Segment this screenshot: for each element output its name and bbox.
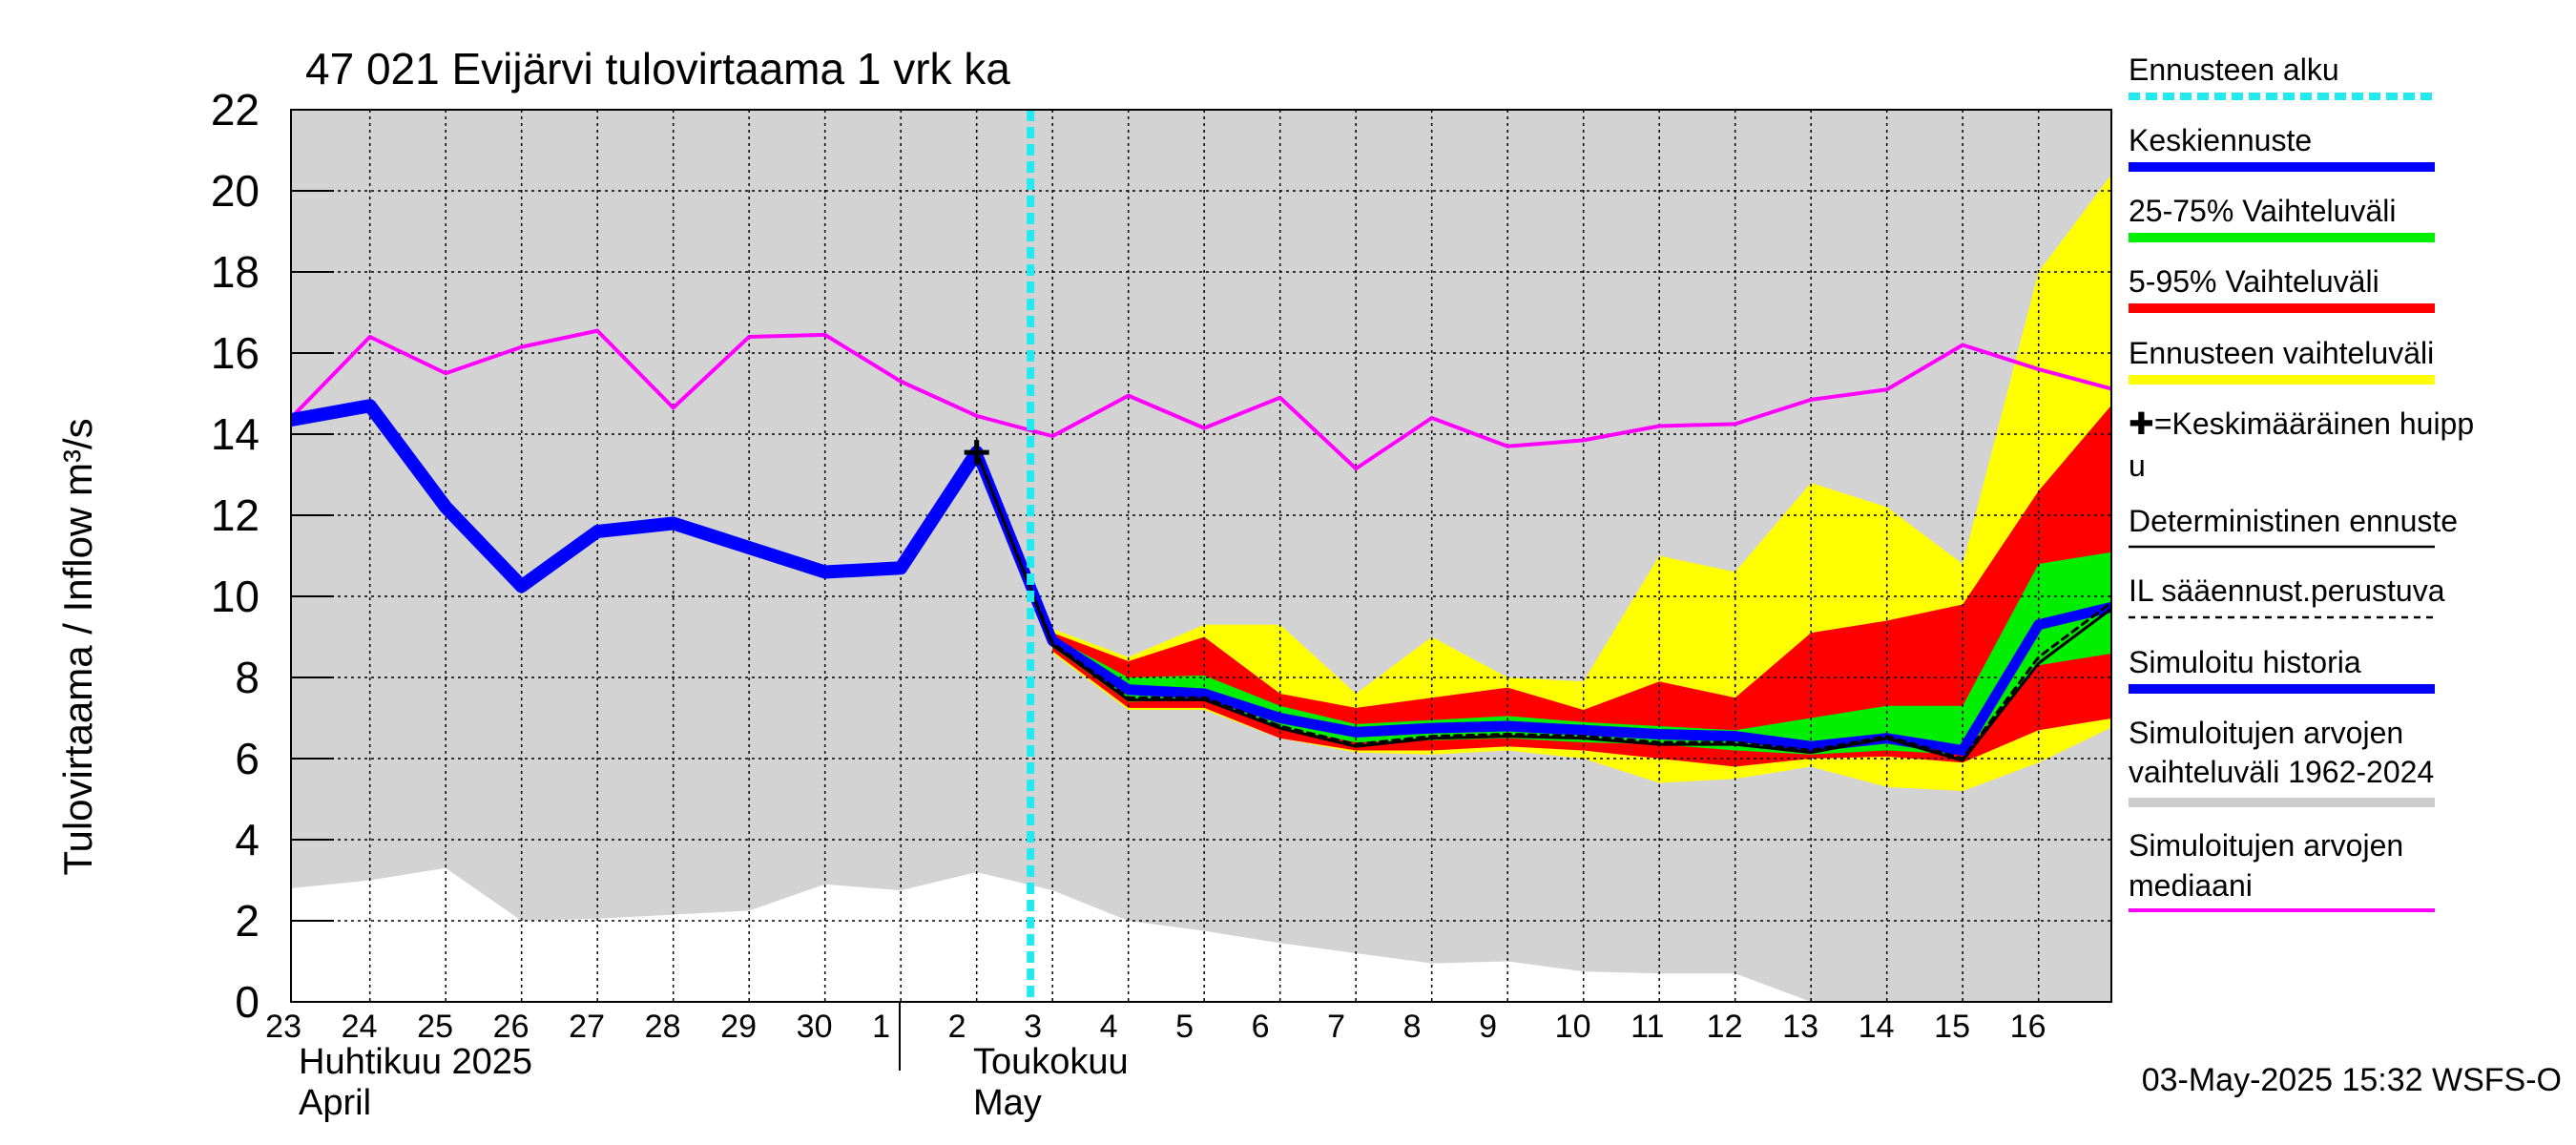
x-tick-label: 9 [1479, 1009, 1497, 1045]
x-tick-label: 12 [1707, 1009, 1743, 1045]
legend-item: Ennusteen alku [2129, 52, 2435, 100]
y-tick-label: 8 [235, 653, 260, 702]
legend-item: Simuloitujen arvojen vaihteluväli 1962-20… [2129, 716, 2435, 807]
legend-item: Simuloitu historia [2129, 645, 2435, 694]
legend-label: Keskiennuste [2129, 123, 2312, 157]
legend-label: Ennusteen vaihteluväli [2129, 336, 2434, 370]
y-tick-label: 6 [235, 734, 260, 783]
y-tick-label: 14 [211, 409, 260, 459]
mean-forecast-line [971, 447, 2111, 756]
x-tick-label: 3 [1024, 1009, 1042, 1045]
legend: Ennusteen alku Keskiennuste 25-75% Vaihtel… [2129, 52, 2474, 912]
month-label-en: April [299, 1083, 371, 1123]
plot-area [291, 110, 2111, 1002]
x-tick-label: 10 [1555, 1009, 1591, 1045]
chart-title: 47 021 Evijärvi tulovirtaama 1 vrk ka [305, 44, 1010, 94]
x-tick-label: 30 [797, 1009, 833, 1045]
x-tick-label: 5 [1175, 1009, 1194, 1045]
il-forecast-line [975, 450, 2111, 760]
x-tick-label: 8 [1403, 1009, 1422, 1045]
month-label-fi: Toukokuu [973, 1042, 1129, 1082]
plot-frame [290, 109, 2112, 1003]
x-tick-label: 27 [569, 1009, 605, 1045]
legend-label: Ennusteen alku [2129, 52, 2339, 87]
x-tick-label: 24 [342, 1009, 378, 1045]
x-tick-label: 7 [1327, 1009, 1345, 1045]
legend-label: 5-95% Vaihteluväli [2129, 264, 2379, 299]
x-tick-label: 4 [1100, 1009, 1118, 1045]
x-tick-label: 28 [645, 1009, 681, 1045]
legend-label-2: vaihteluväli 1962-2024 [2129, 755, 2434, 789]
p5-95-band [1052, 405, 2111, 767]
legend-item: IL sääennust.perustuva [2129, 573, 2445, 619]
legend-item: Keskiennuste [2129, 123, 2435, 172]
legend-label: Simuloitujen arvojen [2129, 716, 2403, 750]
legend-label: 25-75% Vaihteluväli [2129, 194, 2396, 228]
x-tick-label: 26 [493, 1009, 530, 1045]
month-label-en: May [973, 1083, 1042, 1123]
x-tick-label: 29 [720, 1009, 757, 1045]
x-tick-label: 6 [1252, 1009, 1270, 1045]
peak-marker [964, 440, 989, 466]
legend-label-2: mediaani [2129, 868, 2253, 903]
y-tick-label: 16 [211, 328, 260, 378]
legend-item: Simuloitujen arvojen mediaani [2129, 828, 2435, 912]
legend-label: Simuloitu historia [2129, 645, 2361, 679]
y-tick-label: 20 [211, 166, 260, 216]
x-tick-label: 16 [2010, 1009, 2046, 1045]
legend-item: Deterministinen ennuste [2129, 504, 2458, 549]
legend-label: Simuloitujen arvojen [2129, 828, 2403, 863]
y-axis-label: Tulovirtaama / Inflow m³/s [55, 418, 100, 875]
x-tick-label: 1 [872, 1009, 890, 1045]
x-tick-label: 11 [1631, 1009, 1664, 1045]
y-tick-label: 18 [211, 247, 260, 297]
y-tick-label: 12 [211, 490, 260, 540]
legend-item: 5-95% Vaihteluväli [2129, 264, 2435, 313]
footer-timestamp: 03-May-2025 15:32 WSFS-O [2142, 1062, 2562, 1098]
legend-label: ✚=Keskimääräinen huipp [2129, 406, 2474, 441]
x-tick-label: 14 [1859, 1009, 1895, 1045]
legend-label: Deterministinen ennuste [2129, 504, 2458, 538]
y-tick-label: 2 [235, 896, 260, 946]
x-tick-label: 23 [265, 1009, 301, 1045]
legend-label: IL sääennust.perustuva [2129, 573, 2445, 608]
simulated-history-line [291, 399, 984, 593]
x-tick-label: 25 [417, 1009, 453, 1045]
month-label-fi: Huhtikuu 2025 [299, 1042, 532, 1082]
x-tick-label: 15 [1934, 1009, 1970, 1045]
median-line [291, 328, 2111, 471]
y-tick-label: 4 [235, 815, 260, 864]
legend-item: 25-75% Vaihteluväli [2129, 194, 2435, 242]
legend-item: ✚=Keskimääräinen huipp u [2129, 406, 2474, 483]
deterministic-line [975, 450, 2111, 762]
legend-label-2: u [2129, 448, 2146, 483]
y-tick-label: 0 [235, 977, 260, 1027]
legend-item: Ennusteen vaihteluväli [2129, 336, 2435, 385]
y-tick-label: 10 [211, 572, 260, 621]
x-tick-label: 2 [948, 1009, 966, 1045]
y-tick-label: 22 [211, 85, 260, 135]
x-tick-label: 13 [1782, 1009, 1818, 1045]
